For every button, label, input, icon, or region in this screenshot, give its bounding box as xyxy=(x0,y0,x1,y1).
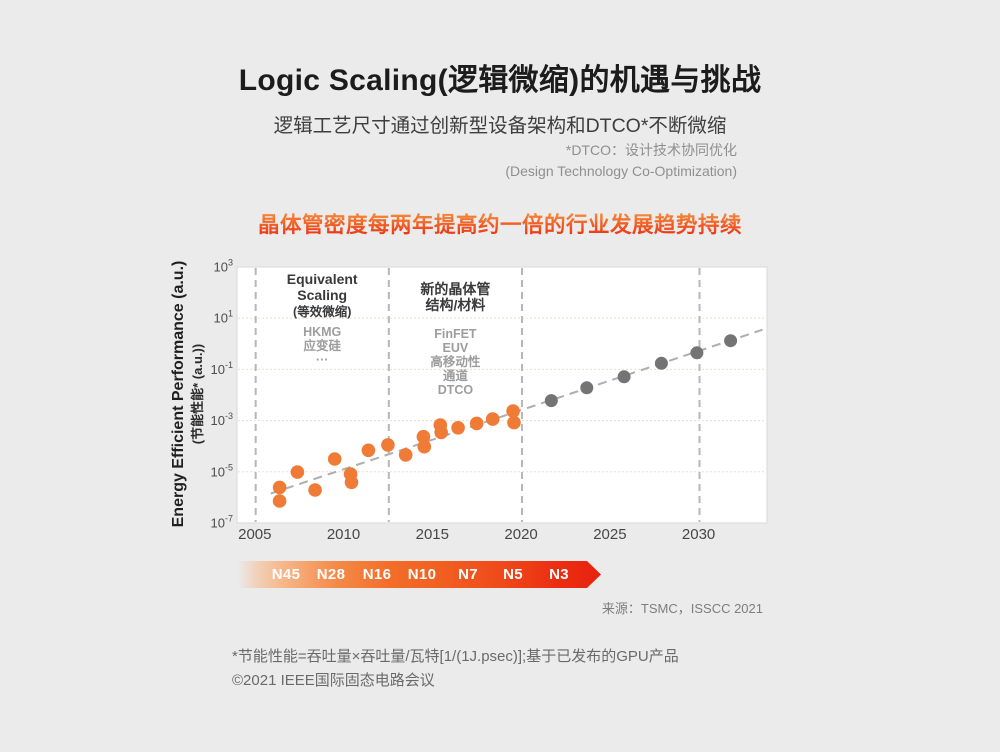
process-node-arrow: N45 N28 N16 N10 N7 N5 N3 xyxy=(238,561,601,588)
data-point-published-gpu-products xyxy=(469,416,484,431)
era-title-line: 结构/材料 xyxy=(425,297,485,313)
dtco-footnote: *DTCO：设计技术协同优化 (Design Technology Co-Opt… xyxy=(505,140,737,182)
y-tick-label: 103 xyxy=(214,258,233,275)
era-detail-line: 通道 xyxy=(443,368,469,383)
era-detail-line: ··· xyxy=(316,353,329,367)
x-tick-label: 2025 xyxy=(593,526,626,543)
dtco-footnote-line2: (Design Technology Co-Optimization) xyxy=(505,163,737,179)
source-note: 来源：TSMC，ISSCC 2021 xyxy=(601,601,763,616)
data-point-published-gpu-products xyxy=(381,438,395,452)
era-detail-line: HKMG xyxy=(303,325,341,339)
data-point-future-projection xyxy=(617,370,631,384)
data-point-published-gpu-products xyxy=(272,494,287,508)
node-label-n10: N10 xyxy=(407,566,437,583)
data-point-published-gpu-products xyxy=(485,412,500,426)
y-tick-label: 10-1 xyxy=(211,360,233,377)
data-point-published-gpu-products xyxy=(451,421,465,435)
data-point-future-projection xyxy=(654,356,668,370)
subtitle: 逻辑工艺尺寸通过创新型设备架构和DTCO*不断微缩 xyxy=(273,115,727,137)
y-tick-label: 101 xyxy=(214,309,233,326)
y-tick-label: 10-3 xyxy=(211,411,233,428)
scaling-trend-chart: 103 101 10-1 10-3 10-5 10-7 2005 2010 2015 2020 20… xyxy=(211,258,768,543)
node-label-n3: N3 xyxy=(549,566,569,583)
plot-area xyxy=(236,266,768,524)
data-point-published-gpu-products xyxy=(416,429,431,444)
x-tick-label: 2020 xyxy=(504,526,537,543)
footnote-copyright: ©2021 IEEE国际固态电路会议 xyxy=(232,672,435,689)
node-label-n5: N5 xyxy=(503,566,523,583)
footnote-metric-definition: *节能性能=吞吐量×吞吐量/瓦特[1/(1J.psec)];基于已发布的GPU产… xyxy=(232,648,679,665)
data-point-published-gpu-products xyxy=(398,448,413,462)
era-detail-line: DTCO xyxy=(438,383,474,397)
node-label-n7: N7 xyxy=(458,566,478,583)
data-point-published-gpu-products xyxy=(417,439,432,454)
era-detail-line: EUV xyxy=(443,341,469,355)
node-label-n16: N16 xyxy=(362,566,392,583)
node-label-n28: N28 xyxy=(316,566,346,583)
data-point-published-gpu-products xyxy=(434,425,448,440)
era-detail-line: 应变硅 xyxy=(303,338,341,353)
y-tick-label: 10-7 xyxy=(211,514,233,531)
x-tick-label: 2015 xyxy=(416,526,449,543)
era-title-line: Equivalent xyxy=(287,271,358,287)
y-axis-label-en: Energy Efficient Performance (a.u.) xyxy=(170,260,187,528)
x-tick-label: 2030 xyxy=(682,526,715,543)
page-title: Logic Scaling(逻辑微缩)的机遇与挑战 xyxy=(238,64,762,97)
data-point-published-gpu-products xyxy=(327,452,342,466)
era-title-line: Scaling xyxy=(297,287,347,303)
data-point-future-projection xyxy=(544,394,558,408)
data-point-future-projection xyxy=(690,346,704,360)
x-tick-label: 2010 xyxy=(327,526,360,543)
dtco-footnote-line1: *DTCO：设计技术协同优化 xyxy=(565,142,737,158)
data-point-published-gpu-products xyxy=(507,415,521,430)
era-title-line: 新的晶体管 xyxy=(420,281,490,297)
data-point-published-gpu-products xyxy=(272,480,287,495)
era-detail-line: FinFET xyxy=(434,327,477,341)
era-title-line: (等效微缩) xyxy=(293,304,351,319)
data-point-future-projection xyxy=(580,381,594,395)
data-point-published-gpu-products xyxy=(308,483,322,497)
y-tick-label: 10-5 xyxy=(211,462,233,479)
x-tick-label: 2005 xyxy=(238,526,271,543)
key-message: 晶体管密度每两年提高约一倍的行业发展趋势持续 xyxy=(0,208,1000,239)
data-point-future-projection xyxy=(724,334,738,348)
data-point-published-gpu-products xyxy=(361,443,376,458)
data-point-published-gpu-products xyxy=(506,404,520,418)
data-point-published-gpu-products xyxy=(344,475,359,490)
era-detail-line: 高移动性 xyxy=(430,354,481,369)
node-label-n45: N45 xyxy=(271,566,301,583)
data-point-published-gpu-products xyxy=(290,465,305,479)
